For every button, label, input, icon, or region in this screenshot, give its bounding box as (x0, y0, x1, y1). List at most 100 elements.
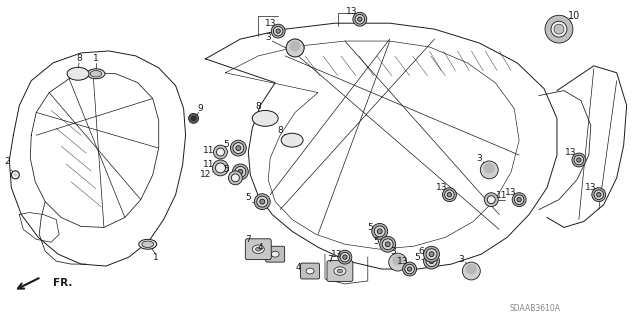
Circle shape (545, 15, 573, 43)
Circle shape (13, 173, 17, 177)
Circle shape (12, 171, 19, 179)
Text: 8: 8 (277, 126, 283, 135)
Circle shape (577, 158, 581, 162)
Text: 7: 7 (245, 235, 251, 244)
Circle shape (286, 39, 304, 57)
Text: 13: 13 (565, 148, 577, 157)
Text: 6: 6 (419, 247, 424, 256)
Ellipse shape (271, 251, 279, 257)
Text: 5: 5 (223, 140, 229, 149)
Text: 11: 11 (203, 160, 214, 169)
Circle shape (216, 163, 225, 173)
Circle shape (429, 259, 434, 263)
Circle shape (385, 242, 390, 247)
Circle shape (216, 148, 225, 156)
Circle shape (276, 29, 280, 33)
Circle shape (596, 192, 601, 197)
Circle shape (286, 39, 304, 57)
Circle shape (466, 264, 477, 275)
Circle shape (257, 196, 268, 207)
Circle shape (358, 17, 362, 21)
Circle shape (551, 21, 567, 37)
FancyBboxPatch shape (301, 263, 319, 279)
Circle shape (512, 193, 526, 207)
Text: 4: 4 (257, 243, 263, 252)
Ellipse shape (252, 110, 278, 126)
Circle shape (554, 24, 564, 34)
Text: 4: 4 (295, 263, 301, 271)
Circle shape (484, 193, 498, 207)
Circle shape (426, 249, 437, 260)
Circle shape (424, 246, 440, 262)
Circle shape (214, 145, 227, 159)
Text: 13: 13 (585, 183, 596, 192)
Text: 13: 13 (506, 188, 517, 197)
Text: 13: 13 (264, 19, 276, 28)
Circle shape (594, 190, 604, 199)
Text: 3: 3 (458, 255, 464, 263)
Circle shape (230, 140, 246, 156)
Circle shape (429, 252, 434, 257)
Circle shape (426, 256, 437, 267)
Circle shape (382, 239, 393, 250)
Text: 8: 8 (255, 102, 261, 111)
Text: 3: 3 (266, 33, 271, 41)
Circle shape (271, 24, 285, 38)
FancyBboxPatch shape (266, 246, 285, 262)
Circle shape (189, 114, 198, 123)
Text: 9: 9 (198, 104, 204, 113)
Circle shape (236, 145, 241, 151)
Circle shape (408, 267, 412, 271)
Text: 2: 2 (4, 158, 10, 167)
Text: FR.: FR. (53, 278, 72, 288)
FancyBboxPatch shape (327, 261, 353, 281)
Ellipse shape (255, 247, 261, 251)
Ellipse shape (87, 69, 105, 79)
Circle shape (405, 264, 414, 274)
Circle shape (342, 255, 347, 259)
Ellipse shape (142, 241, 154, 248)
Ellipse shape (306, 268, 314, 274)
Text: 3: 3 (390, 247, 396, 256)
Ellipse shape (281, 133, 303, 147)
Circle shape (228, 171, 243, 185)
Text: 11: 11 (203, 145, 214, 155)
Text: 12: 12 (200, 170, 211, 179)
Circle shape (290, 41, 301, 52)
Circle shape (403, 262, 417, 276)
Circle shape (574, 155, 584, 165)
Circle shape (235, 167, 246, 177)
Circle shape (353, 12, 367, 26)
Text: 10: 10 (568, 11, 580, 21)
Circle shape (340, 252, 349, 262)
Ellipse shape (252, 245, 264, 253)
Circle shape (232, 164, 248, 180)
Text: 5: 5 (367, 223, 372, 232)
Circle shape (442, 188, 456, 202)
Ellipse shape (139, 239, 157, 249)
Circle shape (462, 262, 480, 280)
Circle shape (515, 195, 524, 204)
Ellipse shape (67, 67, 89, 80)
Circle shape (424, 253, 440, 269)
FancyBboxPatch shape (245, 239, 271, 260)
Circle shape (374, 226, 385, 237)
Circle shape (392, 255, 403, 266)
Text: SDAAB3610A: SDAAB3610A (509, 304, 560, 313)
Text: 5: 5 (223, 166, 229, 174)
Circle shape (212, 160, 228, 176)
Text: 13: 13 (436, 183, 447, 192)
Text: 5: 5 (373, 237, 379, 246)
Text: 1: 1 (93, 54, 99, 63)
Text: 11: 11 (495, 191, 507, 200)
Circle shape (238, 169, 243, 174)
Circle shape (484, 163, 495, 174)
Circle shape (517, 197, 522, 202)
Circle shape (487, 196, 495, 204)
Text: 7: 7 (327, 255, 333, 263)
Ellipse shape (337, 269, 342, 273)
Circle shape (254, 194, 270, 210)
Circle shape (233, 143, 244, 153)
Ellipse shape (90, 70, 102, 77)
Circle shape (232, 174, 239, 182)
